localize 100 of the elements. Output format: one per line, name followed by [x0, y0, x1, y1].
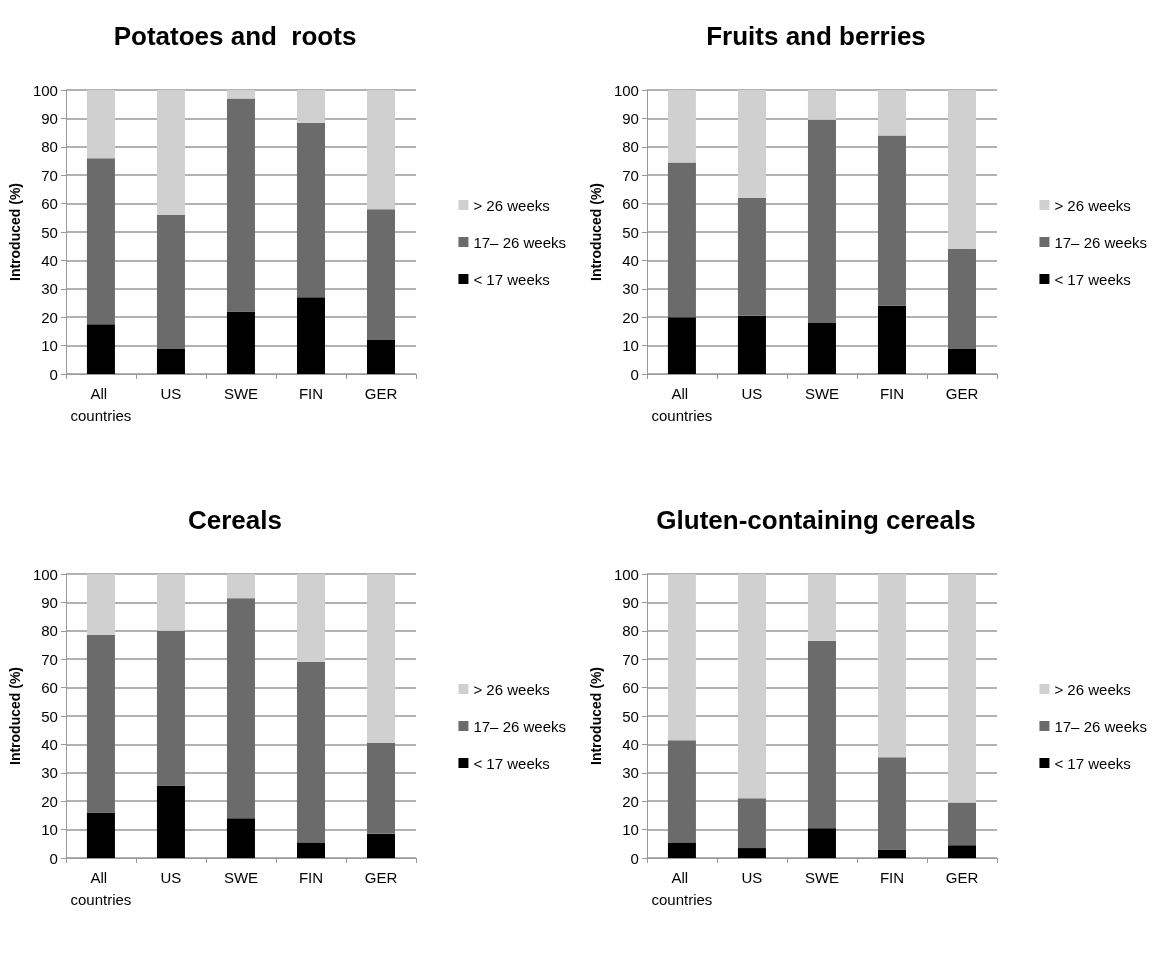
legend-label: 17– 26 weeks [1054, 717, 1148, 735]
bar [86, 812, 115, 858]
bar [226, 90, 255, 99]
bar [737, 90, 766, 198]
bar [86, 635, 115, 813]
legend-label: < 17 weeks [473, 754, 550, 772]
y-tick-label: 40 [622, 251, 639, 269]
bar [737, 798, 766, 849]
y-tick-label: 0 [49, 849, 58, 867]
x-tick-label: US [160, 384, 182, 402]
bar [667, 842, 696, 858]
x-tick-label: GER [945, 868, 979, 886]
y-tick-label: 70 [41, 650, 58, 668]
y-tick-label: 60 [41, 679, 58, 697]
y-tick-label: 10 [622, 821, 639, 839]
y-tick-label: 90 [41, 109, 58, 127]
bar [226, 818, 255, 858]
legend-label: < 17 weeks [1054, 270, 1131, 288]
y-tick-label: 50 [622, 223, 639, 241]
y-tick-label: 60 [622, 195, 639, 213]
legend-label: 17– 26 weeks [473, 233, 567, 251]
bar [877, 574, 906, 758]
y-tick-label: 20 [41, 308, 58, 326]
y-tick-label: 100 [613, 81, 639, 99]
bar [296, 842, 325, 858]
y-tick-label: 80 [622, 138, 639, 156]
x-tick-label: US [741, 868, 763, 886]
y-tick-label: 40 [41, 735, 58, 753]
x-tick-label: FIN [879, 384, 905, 402]
bar [86, 574, 115, 636]
bar [667, 317, 696, 374]
y-tick-label: 30 [622, 280, 639, 298]
x-tick-label: All countries [651, 868, 713, 908]
legend-label: 17– 26 weeks [1054, 233, 1148, 251]
bar [807, 640, 836, 829]
y-tick-label: 90 [41, 593, 58, 611]
y-axis-title: Introduced (%) [588, 183, 604, 281]
y-tick-label: 100 [32, 565, 58, 583]
y-tick-label: 90 [622, 109, 639, 127]
y-tick-label: 0 [630, 365, 639, 383]
y-tick-label: 20 [622, 308, 639, 326]
y-tick-label: 10 [622, 337, 639, 355]
bar [807, 574, 836, 641]
bar [296, 297, 325, 374]
bar [737, 197, 766, 316]
bar [156, 214, 185, 349]
bar [366, 209, 395, 340]
bar [947, 845, 976, 858]
y-tick-label: 70 [622, 650, 639, 668]
chart-title: Potatoes and roots [113, 21, 357, 51]
y-tick-label: 0 [630, 849, 639, 867]
bar [737, 848, 766, 858]
bar [807, 119, 836, 323]
bar [156, 348, 185, 374]
bar [807, 90, 836, 120]
bar [226, 311, 255, 374]
y-tick-label: 10 [41, 821, 58, 839]
bar [737, 315, 766, 374]
x-tick-label: SWE [223, 868, 259, 886]
y-tick-label: 70 [622, 166, 639, 184]
y-axis-title: Introduced (%) [7, 667, 23, 765]
legend-label: > 26 weeks [1054, 196, 1131, 214]
y-tick-label: 40 [622, 735, 639, 753]
bar [947, 574, 976, 803]
bar [667, 90, 696, 163]
bar [737, 574, 766, 799]
x-tick-label: SWE [223, 384, 259, 402]
bar [156, 785, 185, 858]
y-axis-title: Introduced (%) [588, 667, 604, 765]
y-tick-label: 20 [622, 792, 639, 810]
y-tick-label: 60 [622, 679, 639, 697]
x-tick-label: SWE [804, 868, 840, 886]
bar [366, 833, 395, 858]
x-tick-label: All countries [651, 384, 713, 424]
bar [947, 249, 976, 349]
bar [226, 598, 255, 819]
legend-label: < 17 weeks [473, 270, 550, 288]
y-tick-label: 90 [622, 593, 639, 611]
bar [947, 802, 976, 846]
bar [86, 158, 115, 325]
bar [226, 98, 255, 312]
bar [156, 630, 185, 786]
bar [366, 742, 395, 834]
bar [156, 574, 185, 631]
bar [877, 849, 906, 858]
y-tick-label: 50 [41, 707, 58, 725]
x-tick-label: GER [364, 384, 398, 402]
bar [807, 322, 836, 374]
bar [296, 122, 325, 298]
y-tick-label: 60 [41, 195, 58, 213]
legend-label: < 17 weeks [1054, 754, 1131, 772]
bar [296, 662, 325, 843]
y-tick-label: 30 [41, 764, 58, 782]
y-tick-label: 30 [622, 764, 639, 782]
x-tick-label: All countries [70, 384, 132, 424]
chart-title: Gluten-containing cereals [656, 505, 976, 535]
y-tick-label: 70 [41, 166, 58, 184]
chart-title: Fruits and berries [706, 21, 926, 51]
y-tick-label: 80 [622, 622, 639, 640]
x-tick-label: FIN [298, 384, 324, 402]
